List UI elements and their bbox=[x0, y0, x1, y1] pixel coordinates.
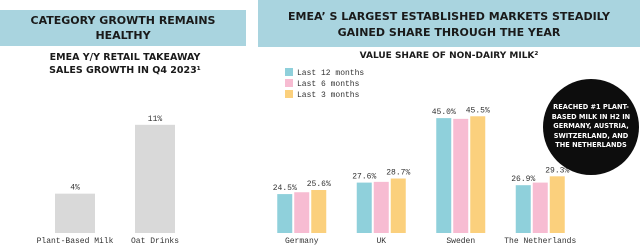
value-label: 11% bbox=[148, 115, 163, 124]
annotation-badge bbox=[543, 79, 639, 175]
value-label: 28.7% bbox=[386, 169, 410, 178]
annotation-text-box: REACHED #1 PLANT-BASED MILK IN H2 IN GER… bbox=[551, 103, 631, 150]
x-tick-label: The Netherlands bbox=[504, 237, 576, 246]
chart-subtitle: VALUE SHARE OF NON-DAIRY MILK² bbox=[359, 51, 539, 61]
value-label: 45.0% bbox=[432, 108, 456, 117]
legend-label: Last 12 months bbox=[297, 69, 364, 78]
bar bbox=[135, 124, 175, 233]
legend-swatch bbox=[285, 90, 293, 98]
legend-label: Last 3 months bbox=[297, 91, 360, 100]
value-label: 27.6% bbox=[352, 173, 376, 182]
legend-swatch bbox=[285, 79, 293, 87]
chart-subtitle: EMEA Y/Y RETAIL TAKEAWAY SALES GROWTH IN… bbox=[49, 52, 201, 76]
bar bbox=[390, 178, 406, 233]
left-header-band bbox=[0, 10, 246, 46]
bar bbox=[373, 181, 389, 233]
bar bbox=[515, 185, 531, 233]
x-tick-label: Sweden bbox=[446, 237, 475, 246]
value-label: 29.3% bbox=[545, 166, 569, 175]
header-title-box: EMEA’ S LARGEST ESTABLISHED MARKETS STEA… bbox=[288, 10, 610, 39]
header-title-box: CATEGORY GROWTH REMAINS HEALTHY bbox=[30, 13, 216, 42]
value-label: 25.6% bbox=[307, 180, 331, 189]
bar bbox=[549, 176, 565, 233]
x-tick-label: Oat Drinks bbox=[131, 237, 179, 246]
annotation-text: REACHED #1 PLANT-BASED MILK IN H2 IN GER… bbox=[551, 103, 631, 150]
bar bbox=[436, 118, 452, 233]
header-title: EMEA’ S LARGEST ESTABLISHED MARKETS STEA… bbox=[288, 10, 610, 39]
bar bbox=[311, 190, 327, 233]
bar bbox=[532, 182, 548, 233]
chart-subtitle-box: EMEA Y/Y RETAIL TAKEAWAY SALES GROWTH IN… bbox=[49, 52, 201, 76]
value-label: 24.5% bbox=[273, 184, 297, 193]
bar bbox=[470, 116, 486, 233]
value-label: 45.5% bbox=[466, 106, 490, 115]
bar bbox=[55, 193, 95, 233]
bar bbox=[294, 192, 310, 233]
x-tick-label: UK bbox=[376, 237, 386, 246]
x-tick-label: Plant-Based Milk bbox=[37, 237, 114, 246]
legend-label: Last 6 months bbox=[297, 80, 360, 89]
bar bbox=[277, 194, 293, 233]
x-tick-label: Germany bbox=[285, 237, 319, 246]
legend-swatch bbox=[285, 68, 293, 76]
chart-subtitle-box: VALUE SHARE OF NON-DAIRY MILK² bbox=[359, 51, 539, 61]
header-title: CATEGORY GROWTH REMAINS HEALTHY bbox=[30, 13, 216, 42]
bar bbox=[356, 182, 372, 233]
bar bbox=[453, 118, 469, 233]
right-header-band bbox=[258, 0, 640, 47]
value-label: 26.9% bbox=[511, 175, 535, 184]
value-label: 4% bbox=[70, 184, 80, 193]
